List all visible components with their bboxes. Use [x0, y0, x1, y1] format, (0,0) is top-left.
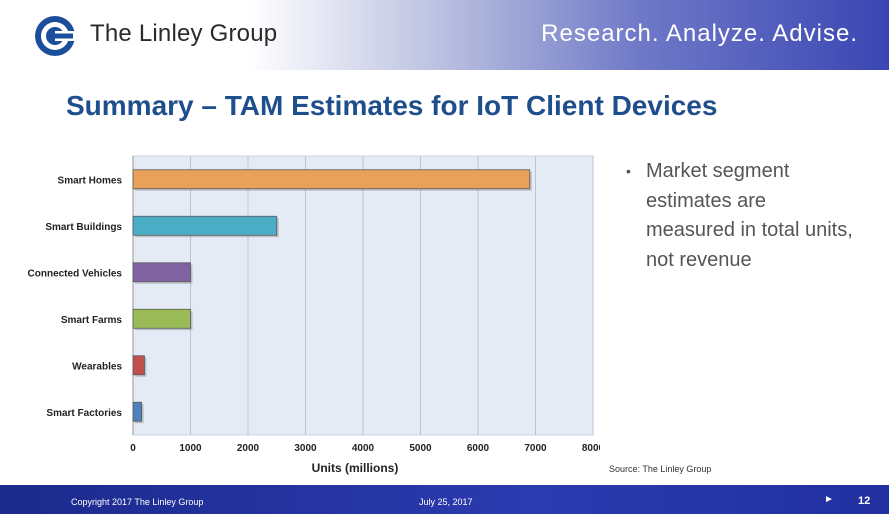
x-tick-label: 1000: [179, 443, 202, 454]
slide-title: Summary – TAM Estimates for IoT Client D…: [66, 90, 718, 121]
x-tick-label: 0: [130, 443, 136, 454]
y-category-label: Smart Homes: [58, 175, 123, 186]
bar: [132, 355, 145, 376]
tagline: Research. Analyze. Advise.: [541, 20, 858, 47]
bar: [132, 401, 143, 422]
source-note: Source: The Linley Group: [609, 464, 712, 474]
x-tick-label: 7000: [524, 443, 547, 454]
copyright-text: Copyright 2017 The Linley Group: [71, 497, 204, 507]
x-tick-label: 8000: [582, 443, 600, 454]
bullet-text: Market segment estimates are measured in…: [646, 160, 853, 271]
x-tick-label: 5000: [409, 443, 432, 454]
x-tick-label: 3000: [294, 443, 317, 454]
bar: [132, 169, 531, 190]
bullet-icon: •: [626, 163, 631, 179]
linley-logo-icon: [35, 16, 77, 56]
slide-header: The Linley Group Research. Analyze. Advi…: [0, 0, 889, 70]
company-name: The Linley Group: [90, 20, 278, 47]
y-category-label: Smart Farms: [61, 315, 123, 326]
x-tick-label: 2000: [237, 443, 260, 454]
y-category-label: Connected Vehicles: [28, 268, 123, 279]
page-number: 12: [858, 495, 871, 507]
footer-divider: [0, 514, 889, 517]
date-text: July 25, 2017: [419, 497, 473, 507]
bar: [132, 262, 191, 283]
bar-chart: 0 1000 2000 3000 4000 5000 6000 7000 8000 Smart H…: [28, 155, 600, 475]
bar: [132, 308, 191, 329]
next-arrow-icon[interactable]: ►: [824, 494, 834, 505]
x-axis-title: Units (millions): [312, 461, 399, 475]
bullet-point: • Market segment estimates are measured …: [626, 157, 856, 275]
y-category-label: Smart Buildings: [45, 222, 122, 233]
slide-footer: Copyright 2017 The Linley Group July 25,…: [0, 485, 889, 517]
y-category-label: Smart Factories: [46, 408, 122, 419]
y-category-label: Wearables: [72, 361, 122, 372]
bar: [132, 215, 278, 236]
x-tick-label: 6000: [467, 443, 490, 454]
x-tick-label: 4000: [352, 443, 375, 454]
